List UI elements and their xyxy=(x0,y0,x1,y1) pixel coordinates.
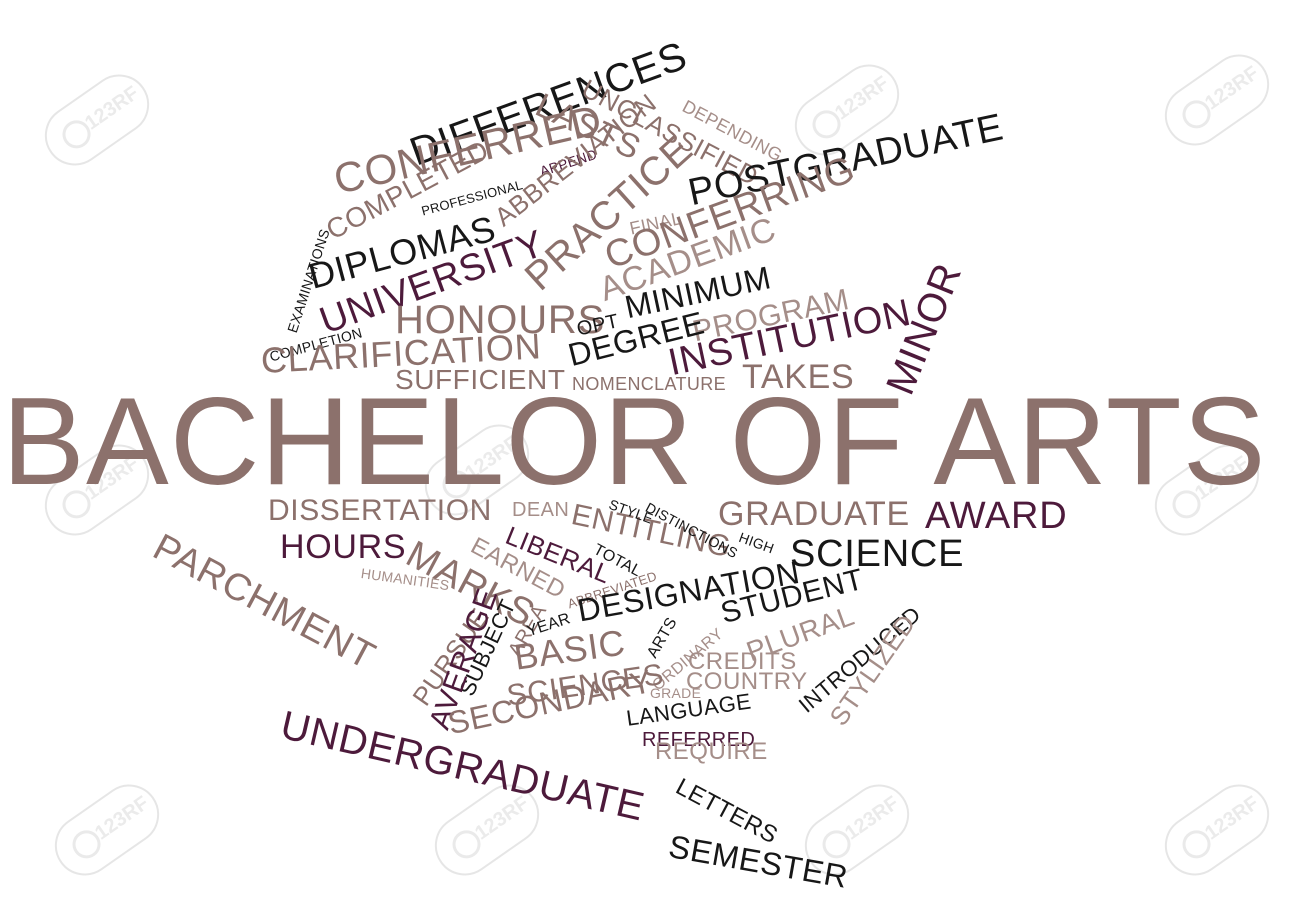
word-dean: DEAN xyxy=(512,499,570,521)
word-takes: TAKES xyxy=(742,358,855,396)
word-arts: ARTS xyxy=(644,614,681,661)
word-honours: HONOURS xyxy=(395,298,606,342)
watermark-logo xyxy=(33,62,161,178)
word-science: SCIENCE xyxy=(790,533,965,575)
word-award: AWARD xyxy=(925,495,1068,537)
word-grade: GRADE xyxy=(650,685,702,701)
word-require: REQUIRE xyxy=(655,738,768,765)
word-dissertation: DISSERTATION xyxy=(268,494,492,527)
word-bachelor-of-arts: BACHELOR OF ARTS xyxy=(2,373,1267,511)
word-high: HIGH xyxy=(736,529,777,557)
word-graduate: GRADUATE xyxy=(718,495,910,533)
word-nomenclature: NOMENCLATURE xyxy=(572,374,726,394)
watermark-logo xyxy=(1153,42,1281,158)
watermark-logo xyxy=(1153,772,1281,888)
word-hours: HOURS xyxy=(280,528,407,566)
watermark-logo xyxy=(43,772,171,888)
word-sufficient: SUFFICIENT xyxy=(395,364,566,395)
word-referred: REFERRED xyxy=(642,729,756,751)
word-credits: CREDITS xyxy=(688,648,797,675)
word-country: COUNTRY xyxy=(686,668,808,695)
